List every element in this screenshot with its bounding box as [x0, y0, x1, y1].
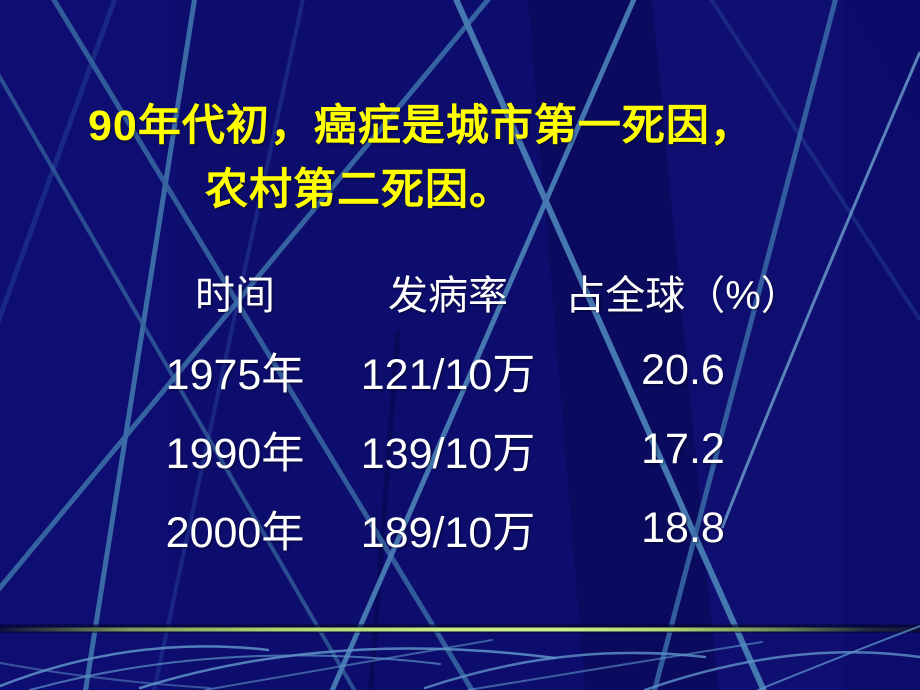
table-cell-share: 17.2: [641, 425, 725, 473]
table-cell-share: 18.8: [641, 504, 725, 552]
col-header-incidence: 发病率: [388, 273, 508, 318]
table-cell-incidence: 189/10万: [360, 508, 536, 557]
table-cell-year: 1990年: [165, 429, 305, 478]
stats-table: 时间 发病率 占全球（%） 1975年 121/10万 20.6 1990年 1…: [150, 252, 801, 568]
col-header-global-share: 占全球（%）: [565, 273, 801, 318]
table-cell-incidence: 139/10万: [360, 429, 536, 478]
title-line-2: 农村第二死因。: [205, 166, 513, 214]
slide-title: 90年代初，癌症是城市第一死因， 农村第二死因。: [88, 94, 754, 222]
title-line-1: 90年代初，癌症是城市第一死因，: [88, 102, 754, 150]
table-cell-year: 2000年: [165, 508, 305, 557]
col-header-time: 时间: [195, 273, 275, 318]
table-cell-share: 20.6: [641, 346, 725, 394]
table-cell-year: 1975年: [165, 350, 305, 399]
table-cell-incidence: 121/10万: [360, 350, 536, 399]
